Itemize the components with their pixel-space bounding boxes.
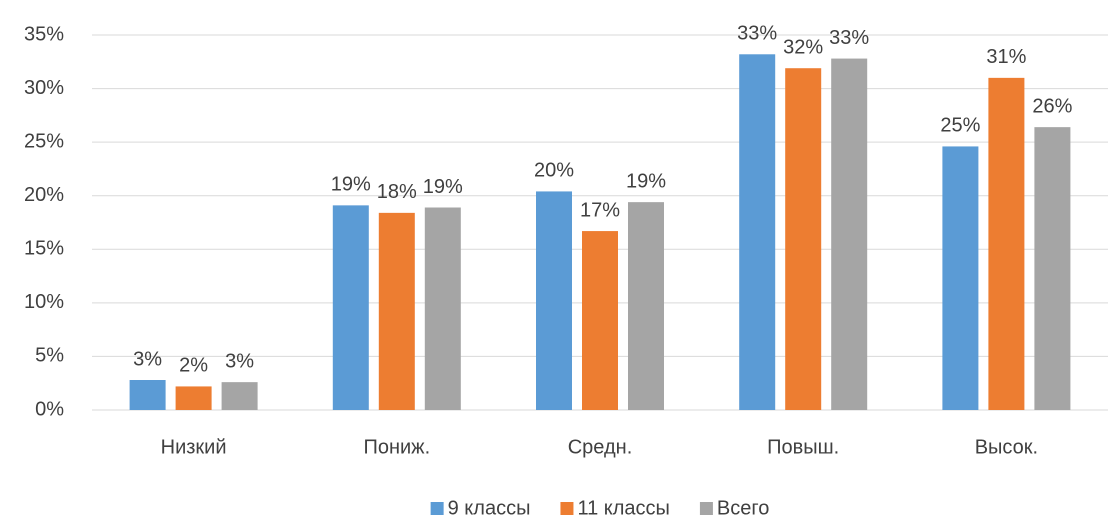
y-tick-label: 35% — [24, 23, 64, 45]
bar — [628, 202, 664, 410]
value-label: 25% — [940, 115, 980, 137]
y-tick-label: 25% — [24, 130, 64, 152]
legend-label: 11 классы — [577, 497, 669, 517]
y-tick-label: 0% — [35, 398, 64, 420]
value-label: 32% — [783, 36, 823, 58]
value-label: 31% — [986, 46, 1026, 68]
bar — [785, 68, 822, 410]
value-label: 3% — [225, 350, 254, 372]
bar — [1034, 127, 1071, 411]
x-tick-label: Низкий — [161, 436, 227, 458]
value-label: 18% — [377, 181, 417, 203]
y-tick-label: 10% — [24, 291, 64, 313]
legend-label: 9 классы — [448, 497, 531, 517]
legend-swatch — [560, 502, 574, 515]
x-tick-label: Повыш. — [767, 436, 839, 458]
bar — [221, 382, 258, 410]
y-tick-label: 20% — [24, 184, 64, 206]
bar — [175, 386, 212, 410]
bar — [739, 54, 776, 411]
value-label: 2% — [179, 355, 208, 377]
value-label: 17% — [580, 199, 620, 221]
bar — [536, 191, 572, 410]
y-tick-label: 30% — [24, 77, 64, 99]
value-label: 26% — [1032, 95, 1072, 117]
bar — [129, 380, 166, 410]
bar — [942, 146, 979, 410]
value-label: 3% — [133, 348, 162, 370]
bar — [831, 58, 868, 410]
value-label: 19% — [331, 174, 371, 196]
legend-swatch — [699, 502, 713, 515]
legend-swatch — [430, 502, 444, 515]
bar — [378, 212, 415, 410]
bar — [582, 231, 618, 410]
value-label: 19% — [423, 176, 463, 198]
bar — [332, 205, 369, 410]
value-label: 33% — [737, 23, 777, 45]
y-tick-label: 15% — [24, 238, 64, 260]
value-label: 19% — [626, 170, 666, 192]
bar — [424, 207, 461, 410]
y-tick-label: 5% — [35, 345, 64, 367]
value-label: 20% — [534, 160, 574, 182]
bar — [988, 77, 1025, 410]
value-label: 33% — [829, 27, 869, 49]
x-tick-label: Пониж. — [363, 436, 430, 458]
x-tick-label: Высок. — [975, 436, 1038, 458]
x-tick-label: Средн. — [568, 436, 633, 458]
legend-label: Всего — [717, 497, 769, 517]
